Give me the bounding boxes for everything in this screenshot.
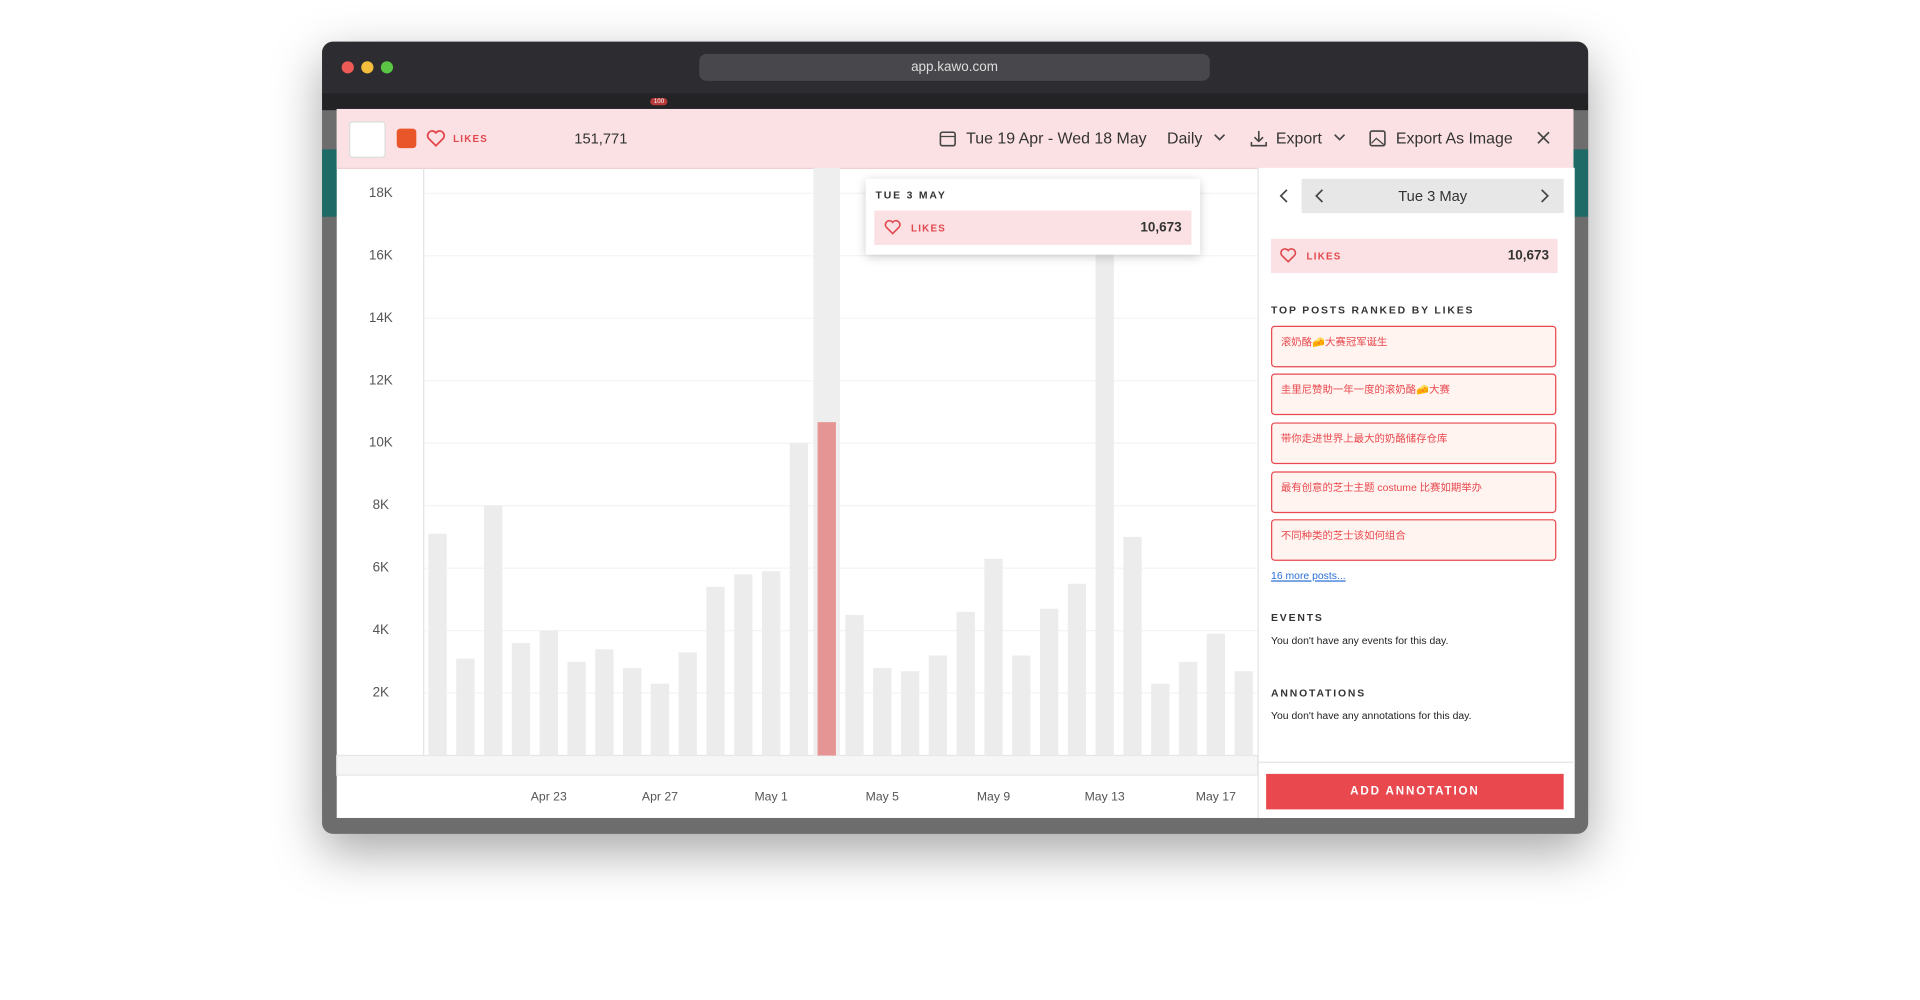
bar: [789, 443, 809, 756]
account-logo: [348, 121, 386, 158]
bar: [1178, 661, 1198, 756]
y-tick-label: 2K: [373, 685, 389, 700]
events-text: You don't have any events for this day.: [1271, 634, 1449, 647]
prev-week[interactable]: [1278, 189, 1290, 204]
bar: [456, 658, 475, 756]
tooltip-row: [874, 210, 1192, 245]
add-annotation-button[interactable]: ADD ANNOTATION: [1266, 773, 1564, 810]
bar: [734, 574, 753, 756]
bar: [595, 649, 614, 756]
chevron: [1334, 134, 1346, 141]
bar: [1123, 536, 1142, 756]
bar: [984, 558, 1003, 756]
x-tick-label: Apr 27: [642, 789, 678, 803]
x-axis-strip: [336, 754, 1259, 776]
bar: [956, 611, 975, 756]
bar: [1039, 608, 1059, 756]
y-tick-label: 18K: [369, 185, 393, 200]
bar: [1012, 655, 1031, 756]
calendar-icon: [939, 131, 956, 147]
y-tick-label: 8K: [373, 497, 389, 512]
prev-day[interactable]: [1314, 189, 1326, 204]
bar: [1206, 633, 1226, 756]
zoom-dot[interactable]: [380, 61, 394, 74]
x-tick-label: May 5: [866, 789, 900, 803]
more-posts-link[interactable]: 16 more posts...: [1271, 569, 1346, 582]
close-dot[interactable]: [341, 61, 354, 74]
bar: [1234, 671, 1253, 756]
x-tick-label: May 13: [1085, 789, 1125, 803]
bar: [511, 643, 531, 756]
download-icon: [1250, 131, 1267, 147]
annotations-title: ANNOTATIONS: [1271, 686, 1367, 700]
bar: [845, 614, 864, 756]
next-day[interactable]: [1539, 189, 1551, 204]
y-tick-label: 10K: [369, 435, 393, 450]
bar: [622, 668, 642, 756]
sidebar-date: Tue 3 May: [1398, 187, 1468, 205]
events-title: EVENTS: [1271, 611, 1324, 624]
app-behind: [322, 93, 1589, 111]
bar: [928, 655, 948, 756]
bar: [428, 533, 447, 756]
sidebar-metric-row: [1271, 238, 1558, 274]
tooltip-value: 10,673: [1140, 220, 1182, 236]
tooltip-metric: LIKES: [911, 222, 947, 234]
x-tick-label: May 17: [1196, 789, 1236, 803]
close-button[interactable]: [1537, 131, 1550, 144]
bar: [539, 630, 558, 756]
export-button[interactable]: Export: [1275, 128, 1322, 147]
heart-icon: [1280, 248, 1297, 263]
export-image-button[interactable]: Export As Image: [1395, 128, 1513, 147]
x-tick-label: May 1: [754, 789, 788, 803]
divider: [1257, 761, 1574, 763]
interval-select[interactable]: Daily: [1166, 128, 1203, 147]
date-nav: [1301, 178, 1564, 214]
post[interactable]: 滚奶酪🧀大赛冠军诞生: [1271, 325, 1557, 368]
bar: [567, 661, 586, 756]
tooltip-date: TUE 3 MAY: [875, 188, 947, 201]
sidebar-metric: LIKES: [1306, 251, 1342, 263]
image-icon: [1369, 130, 1386, 147]
post[interactable]: 圭里尼赞助一年一度的滚奶酪🧀大赛: [1271, 373, 1557, 416]
chevron: [1214, 134, 1226, 141]
bar: [483, 505, 503, 756]
platform-icon: [396, 128, 417, 149]
post[interactable]: 最有创意的芝士主题 costume 比赛如期举办: [1271, 471, 1557, 514]
bar: [1151, 683, 1170, 756]
heart-icon: [426, 130, 446, 147]
annotations-text: You don't have any annotations for this …: [1271, 708, 1472, 722]
y-tick-label: 6K: [373, 560, 389, 575]
y-tick-label: 16K: [369, 247, 393, 262]
bar: [1095, 224, 1114, 756]
badge: 100: [650, 97, 668, 106]
metric-total: 151,771: [574, 129, 628, 147]
bar: [900, 671, 920, 756]
url-bar[interactable]: app.kawo.com: [699, 53, 1210, 81]
y-tick-label: 4K: [373, 622, 389, 637]
x-tick-label: Apr 23: [531, 789, 567, 803]
post[interactable]: 不同种类的芝士该如何组合: [1271, 519, 1557, 561]
bar: [761, 571, 781, 756]
top-posts-title: TOP POSTS RANKED BY LIKES: [1271, 303, 1475, 316]
heart-icon: [884, 219, 901, 235]
bar: [817, 422, 836, 756]
post[interactable]: 带你走进世界上最大的奶酪储存仓库: [1271, 422, 1557, 465]
x-tick-label: May 9: [977, 789, 1011, 803]
bar: [706, 586, 725, 756]
y-tick-label: 12K: [369, 372, 393, 387]
minimize-dot[interactable]: [361, 61, 374, 74]
metric-label: LIKES: [453, 133, 489, 145]
bar: [678, 652, 697, 756]
sidebar-value: 10,673: [1507, 248, 1549, 264]
bar: [1067, 583, 1087, 756]
bar: [650, 683, 670, 756]
y-tick-label: 14K: [369, 310, 393, 325]
date-range[interactable]: Tue 19 Apr - Wed 18 May: [966, 128, 1147, 147]
bar: [873, 668, 892, 756]
